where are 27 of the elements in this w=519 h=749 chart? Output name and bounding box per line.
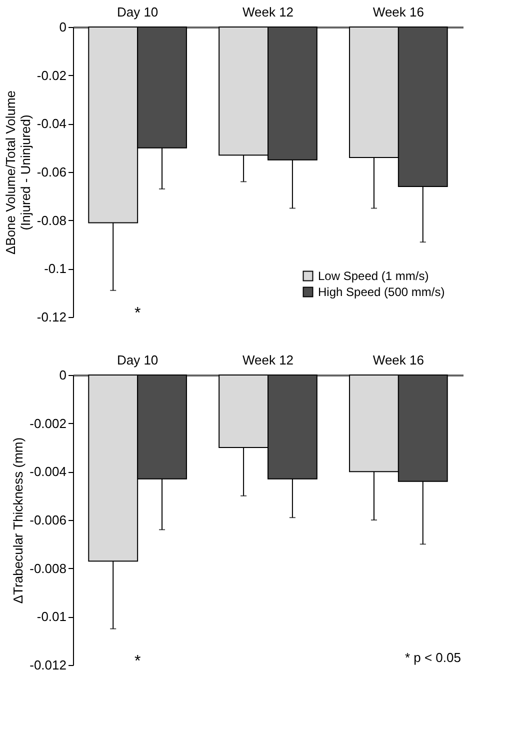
y-tick-label: -0.1 — [44, 261, 66, 276]
y-tick-label: -0.002 — [30, 416, 66, 431]
y-tick-label: 0 — [59, 20, 66, 34]
y-tick-label: -0.01 — [36, 609, 66, 624]
legend-label: Low Speed (1 mm/s) — [318, 269, 429, 283]
y-axis-title: ΔTrabecular Thickness (mm) — [10, 437, 26, 604]
y-tick-label: -0.02 — [36, 68, 66, 83]
y-tick-label: -0.008 — [30, 560, 66, 576]
y-tick-label: -0.006 — [30, 512, 66, 528]
y-tick-label: 0 — [59, 368, 66, 382]
x-tick-label: Week 16 — [372, 352, 424, 368]
x-tick-label: Week 16 — [372, 4, 424, 20]
y-tick-label: -0.12 — [36, 310, 66, 324]
annotation: * p < 0.05 — [404, 650, 461, 665]
x-tick-label: Week 12 — [242, 4, 294, 20]
y-axis-title: ΔBone Volume/Total Volume (Injured - Uninjured) — [2, 90, 33, 255]
annotation: * — [134, 305, 141, 322]
annotation: * — [134, 653, 141, 670]
y-tick-label: -0.012 — [30, 658, 66, 672]
y-tick-label: -0.06 — [36, 164, 66, 180]
y-tick-label: -0.004 — [30, 464, 66, 480]
y-tick-label: -0.04 — [36, 116, 66, 132]
x-tick-label: Week 12 — [242, 352, 294, 368]
x-tick-label: Day 10 — [116, 352, 158, 368]
x-tick-label: Day 10 — [116, 4, 158, 20]
legend-label: High Speed (500 mm/s) — [318, 285, 445, 299]
y-tick-label: -0.08 — [36, 212, 66, 228]
